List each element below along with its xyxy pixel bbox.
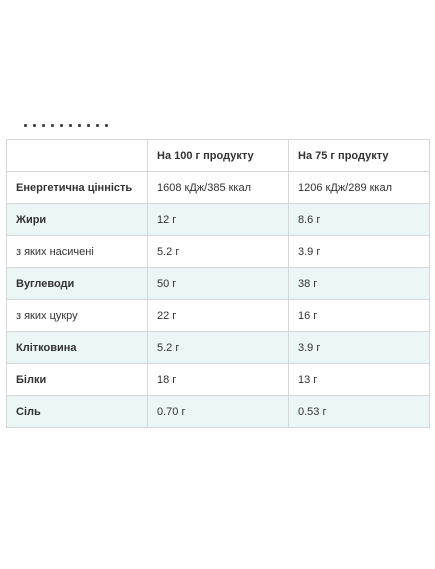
nutrient-label: Вуглеводи [6, 267, 148, 300]
value-per-75g: 38 г [288, 267, 430, 300]
table-row: Білки 18 г 13 г [6, 363, 430, 396]
header-label-cell [6, 139, 148, 172]
value-per-75g: 3.9 г [288, 331, 430, 364]
header-per-75g: На 75 г продукту [288, 139, 430, 172]
value-per-100g: 50 г [147, 267, 289, 300]
nutrient-label: Білки [6, 363, 148, 396]
table-row: Сіль 0.70 г 0.53 г [6, 395, 430, 428]
nutrient-label: Клітковина [6, 331, 148, 364]
nutrient-label: Сіль [6, 395, 148, 428]
value-per-75g: 8.6 г [288, 203, 430, 236]
header-per-100g: На 100 г продукту [147, 139, 289, 172]
table-row: Вуглеводи 50 г 38 г [6, 267, 430, 300]
table-row: з яких насичені 5.2 г 3.9 г [6, 235, 430, 268]
value-per-100g: 5.2 г [147, 235, 289, 268]
table-row: Жири 12 г 8.6 г [6, 203, 430, 236]
nutrition-table: На 100 г продукту На 75 г продукту Енерг… [6, 139, 430, 428]
value-per-100g: 18 г [147, 363, 289, 396]
value-per-75g: 13 г [288, 363, 430, 396]
table-row: Клітковина 5.2 г 3.9 г [6, 331, 430, 364]
cropped-text-fragment [24, 124, 164, 134]
value-per-100g: 5.2 г [147, 331, 289, 364]
value-per-75g: 1206 кДж/289 ккал [288, 171, 430, 204]
value-per-100g: 1608 кДж/385 ккал [147, 171, 289, 204]
value-per-75g: 3.9 г [288, 235, 430, 268]
nutrient-label: Жири [6, 203, 148, 236]
nutrient-label: з яких цукру [6, 299, 148, 332]
value-per-75g: 0.53 г [288, 395, 430, 428]
value-per-75g: 16 г [288, 299, 430, 332]
nutrient-label: Енергетична цінність [6, 171, 148, 204]
table-row: з яких цукру 22 г 16 г [6, 299, 430, 332]
value-per-100g: 12 г [147, 203, 289, 236]
table-header-row: На 100 г продукту На 75 г продукту [6, 139, 430, 172]
table-row: Енергетична цінність 1608 кДж/385 ккал 1… [6, 171, 430, 204]
nutrient-label: з яких насичені [6, 235, 148, 268]
value-per-100g: 0.70 г [147, 395, 289, 428]
value-per-100g: 22 г [147, 299, 289, 332]
